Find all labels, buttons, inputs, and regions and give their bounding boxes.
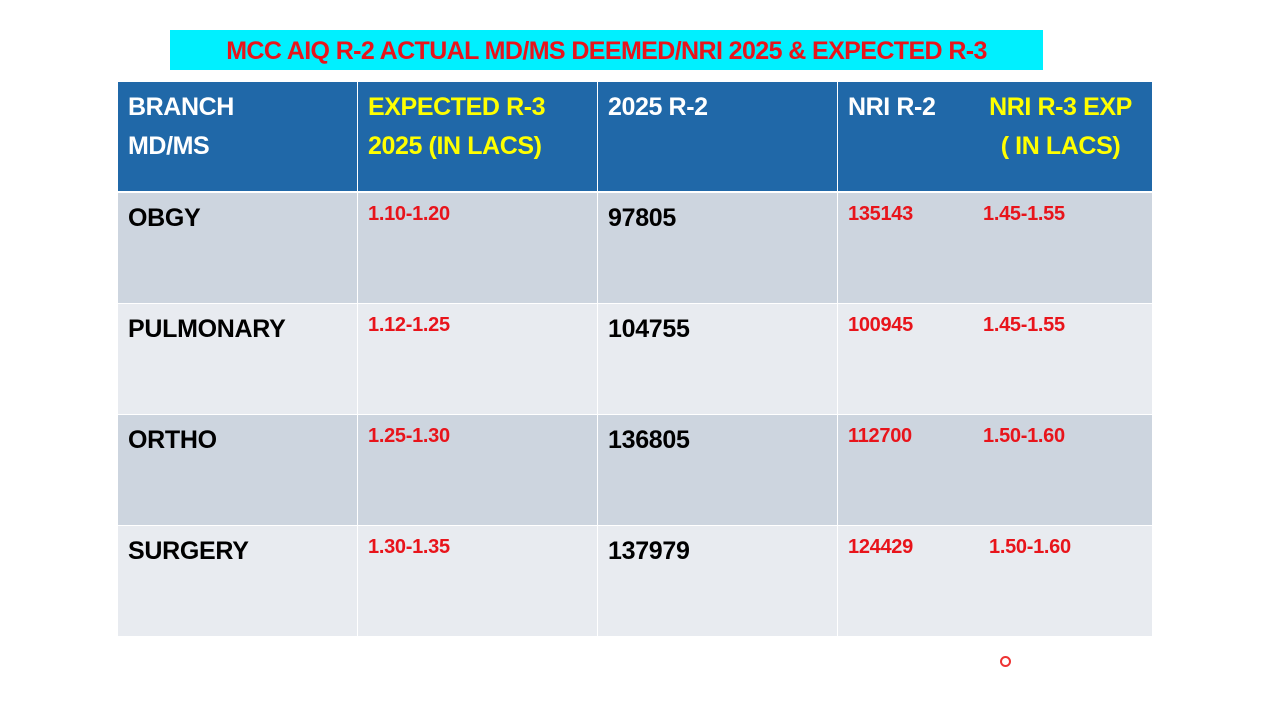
cell-text: 1.25-1.30 <box>368 425 450 447</box>
cell-text: 1.10-1.20 <box>368 203 450 225</box>
cell-text: PULMONARY <box>128 315 286 343</box>
header-text: NRI R-2 <box>848 93 936 121</box>
header-text: 2025 R-2 <box>608 93 708 121</box>
cursor <box>1000 656 1011 667</box>
body-cell <box>118 304 357 414</box>
cell-text: 97805 <box>608 204 677 232</box>
body-cell <box>358 304 597 414</box>
cell-text: ORTHO <box>128 426 217 454</box>
cell-text: 1.45-1.55 <box>983 203 1065 225</box>
header-cell <box>838 82 1152 191</box>
cell-text: 137979 <box>608 537 690 565</box>
cell-text: SURGERY <box>128 537 249 565</box>
slide-title: MCC AIQ R-2 ACTUAL MD/MS DEEMED/NRI 2025… <box>170 30 1043 70</box>
header-cell <box>358 82 597 191</box>
body-cell <box>358 415 597 525</box>
header-text: BRANCH <box>128 93 234 121</box>
body-cell <box>358 193 597 303</box>
body-cell <box>118 526 357 636</box>
header-cell <box>598 82 837 191</box>
cell-text: 1.45-1.55 <box>983 314 1065 336</box>
header-cell <box>118 82 357 191</box>
header-text: ( IN LACS) <box>1000 132 1121 160</box>
header-text: MD/MS <box>128 132 210 160</box>
body-cell <box>598 415 837 525</box>
body-cell <box>838 526 1152 636</box>
body-cell <box>598 304 837 414</box>
cell-text: 1.50-1.60 <box>989 536 1071 558</box>
cell-text: 1.30-1.35 <box>368 536 450 558</box>
cell-text: OBGY <box>128 204 201 232</box>
cell-text: 104755 <box>608 315 690 343</box>
body-cell <box>838 304 1152 414</box>
body-cell <box>118 415 357 525</box>
header-text: NRI R-3 EXP <box>989 93 1132 121</box>
header-text: EXPECTED R-3 <box>368 93 546 121</box>
cell-text: 135143 <box>848 203 913 225</box>
body-cell <box>838 193 1152 303</box>
body-cell <box>838 415 1152 525</box>
cell-text: 124429 <box>848 536 913 558</box>
header-text: 2025 (IN LACS) <box>368 132 542 160</box>
cell-text: 136805 <box>608 426 690 454</box>
cell-text: 1.50-1.60 <box>983 425 1065 447</box>
cell-text: 1.12-1.25 <box>368 314 450 336</box>
body-cell <box>598 526 837 636</box>
cell-text: 112700 <box>848 425 912 447</box>
body-cell <box>118 193 357 303</box>
body-cell <box>358 526 597 636</box>
body-cell <box>598 193 837 303</box>
cell-text: 100945 <box>848 314 913 336</box>
